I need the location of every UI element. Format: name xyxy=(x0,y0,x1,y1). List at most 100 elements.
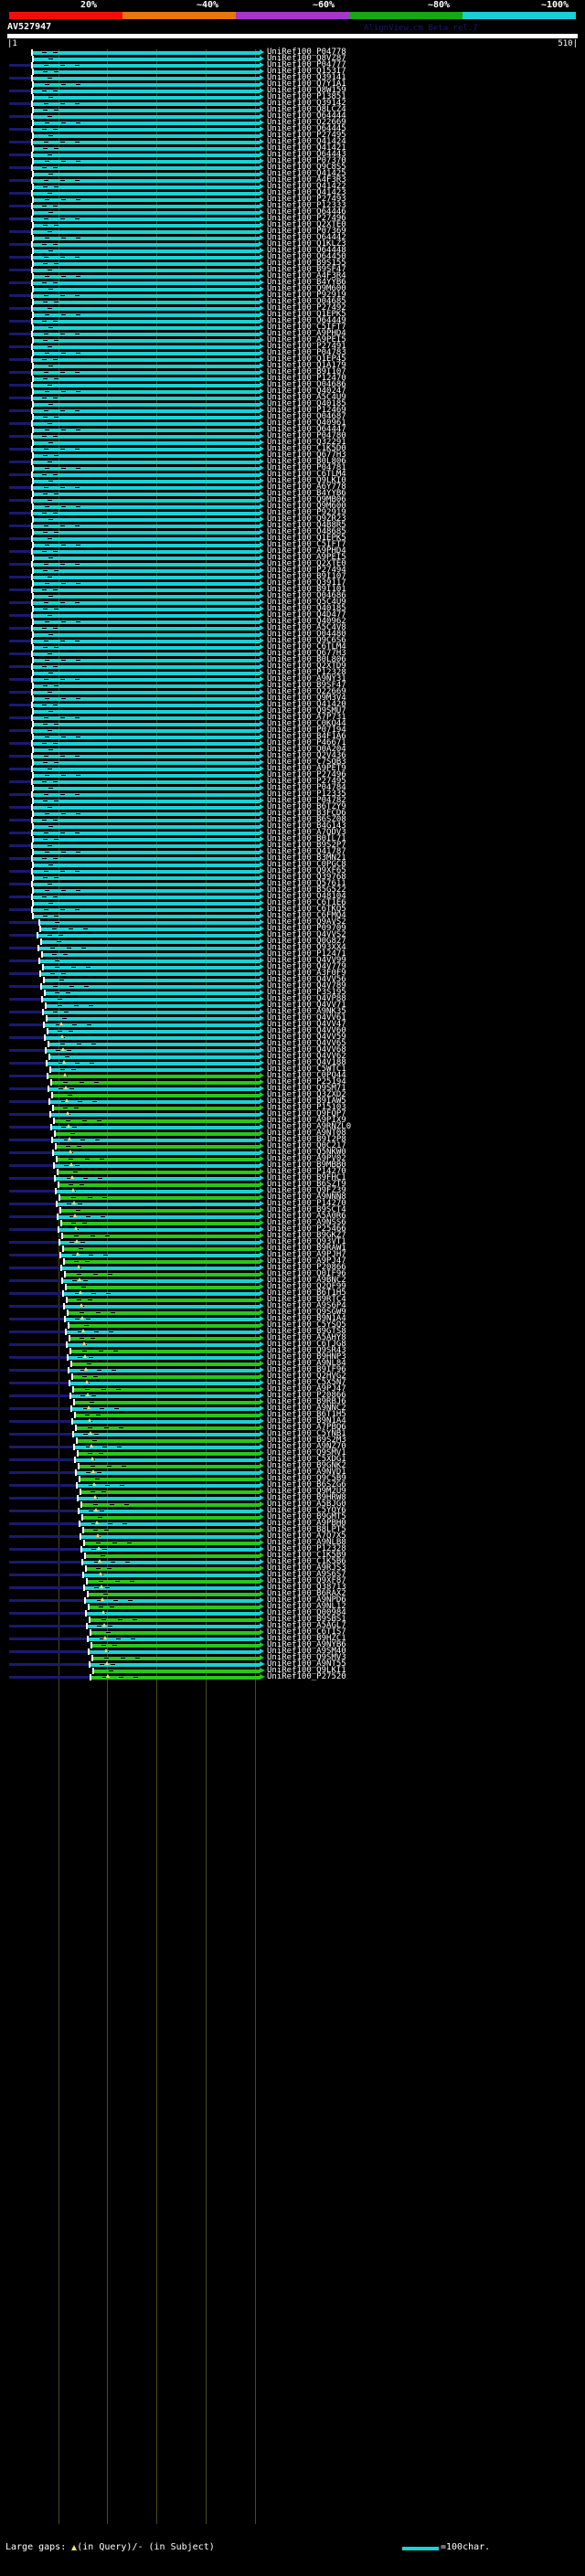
hsp-bar[interactable] xyxy=(33,614,260,618)
hit-row[interactable]: UniRef100_Q1KLZ3 xyxy=(0,240,585,249)
hit-label[interactable]: UniRef100_Q9AVS2 xyxy=(267,917,346,927)
hsp-bar[interactable] xyxy=(77,1471,260,1475)
hit-row[interactable]: UniRef100_Q1EPK5 xyxy=(0,311,585,319)
hit-row[interactable]: UniRef100_A9NK35 xyxy=(0,1008,585,1016)
hsp-bar[interactable] xyxy=(79,1452,260,1456)
hit-label[interactable]: UniRef100_B9GTS8 xyxy=(267,1327,346,1336)
hsp-bar[interactable] xyxy=(33,473,260,477)
hit-row[interactable]: UniRef100_B9IAW5 xyxy=(0,1097,585,1106)
hit-label[interactable]: UniRef100_B9S2M3 xyxy=(267,1436,346,1445)
hit-label[interactable]: UniRef100_Q4B8R5 xyxy=(267,521,346,530)
hsp-bar[interactable] xyxy=(34,774,260,778)
hit-label[interactable]: UniRef100_O64443 xyxy=(267,150,346,159)
hit-row[interactable]: UniRef100_C5IFT7 xyxy=(0,323,585,332)
hit-label[interactable]: UniRef100_C5YSQ5 xyxy=(267,1320,346,1330)
hsp-bar[interactable] xyxy=(34,403,260,407)
hit-row[interactable]: UniRef100_A9RJS3 xyxy=(0,1564,585,1573)
hsp-bar[interactable] xyxy=(91,1676,260,1680)
hit-row[interactable]: UniRef100_A5AGL7 xyxy=(0,1621,585,1630)
hsp-bar[interactable] xyxy=(34,441,260,445)
hit-label[interactable]: UniRef100_A9NY31 xyxy=(267,674,346,684)
hit-label[interactable]: UniRef100_Q9XF65 xyxy=(267,866,346,875)
hit-row[interactable]: UniRef100_P09709 xyxy=(0,924,585,933)
hsp-bar[interactable] xyxy=(34,122,260,125)
hit-label[interactable]: UniRef100_B9N1A4 xyxy=(267,1416,346,1426)
hit-row[interactable]: UniRef100_B9SBS1 xyxy=(0,1616,585,1624)
hit-row[interactable]: UniRef100_Q39141 xyxy=(0,74,585,82)
hit-row[interactable]: UniRef100_P14270 xyxy=(0,1200,585,1208)
hit-row[interactable]: UniRef100_Q9ZR23 xyxy=(0,515,585,524)
hsp-bar[interactable] xyxy=(33,128,260,132)
hit-label[interactable]: UniRef100_B9RBJ6 xyxy=(267,1397,346,1406)
hit-label[interactable]: UniRef100_Q4VV56 xyxy=(267,975,346,984)
hsp-bar[interactable] xyxy=(33,243,259,247)
hsp-bar[interactable] xyxy=(61,1254,260,1257)
hit-label[interactable]: UniRef100_Q9M3V4 xyxy=(267,694,346,703)
hit-label[interactable]: UniRef100_B6T1H5 xyxy=(267,1410,346,1419)
hsp-bar[interactable] xyxy=(80,1465,260,1468)
hit-label[interactable]: UniRef100_O64447 xyxy=(267,425,346,434)
hit-row[interactable]: UniRef100_A5C4U9 xyxy=(0,394,585,402)
hit-label[interactable]: UniRef100_P07194 xyxy=(267,726,346,735)
hit-row[interactable]: UniRef100_B9SCT4 xyxy=(0,1206,585,1214)
hit-label[interactable]: UniRef100_C7SQB3 xyxy=(267,758,346,767)
hit-row[interactable]: UniRef100_B3FCD6 xyxy=(0,810,585,818)
hit-label[interactable]: UniRef100_P92919 xyxy=(267,508,346,517)
hit-label[interactable]: UniRef100_B9I101 xyxy=(267,585,346,594)
hit-label[interactable]: UniRef100_A5BJG0 xyxy=(267,1500,346,1509)
hsp-bar[interactable] xyxy=(81,1490,260,1494)
hit-label[interactable]: UniRef100_Q39117 xyxy=(267,578,346,588)
hit-label[interactable]: UniRef100_C5X5N7 xyxy=(267,1378,346,1387)
hsp-bar[interactable] xyxy=(85,1542,260,1545)
hit-label[interactable]: UniRef100_B9S2P7 xyxy=(267,841,346,850)
hit-row[interactable]: UniRef100_P27492 xyxy=(0,304,585,313)
hit-row[interactable]: UniRef100_Q40185 xyxy=(0,605,585,613)
hit-row[interactable]: UniRef100_P12469 xyxy=(0,407,585,415)
hsp-bar[interactable] xyxy=(33,102,260,106)
hit-label[interactable]: UniRef100_Q9C5B9 xyxy=(267,1474,346,1483)
hit-row[interactable]: UniRef100_P04780 xyxy=(0,432,585,440)
hit-label[interactable]: UniRef100_A5AGL7 xyxy=(267,1621,346,1630)
hsp-bar[interactable] xyxy=(52,1081,260,1085)
hsp-bar[interactable] xyxy=(93,1657,260,1660)
hit-row[interactable]: UniRef100_O64444 xyxy=(0,112,585,121)
hit-row[interactable]: UniRef100_Q40185 xyxy=(0,400,585,408)
hit-label[interactable]: UniRef100_A9NL12 xyxy=(267,1602,346,1611)
hit-label[interactable]: UniRef100_B9SF47 xyxy=(267,681,346,690)
hit-label[interactable]: UniRef100_B6T1H5 xyxy=(267,1288,346,1298)
hit-label[interactable]: UniRef100_O04685 xyxy=(267,297,346,306)
hit-label[interactable]: UniRef100_P09709 xyxy=(267,924,346,933)
hsp-bar[interactable] xyxy=(33,205,260,208)
hit-label[interactable]: UniRef100_P12471 xyxy=(267,949,346,959)
hit-row[interactable]: UniRef100_O64449 xyxy=(0,317,585,325)
hsp-bar[interactable] xyxy=(33,397,260,400)
hsp-bar[interactable] xyxy=(61,1209,260,1213)
hsp-bar[interactable] xyxy=(75,1446,260,1449)
hit-row[interactable]: UniRef100_A9PV02 xyxy=(0,1155,585,1163)
hsp-bar[interactable] xyxy=(80,1522,260,1526)
hsp-bar[interactable] xyxy=(82,1503,260,1507)
hit-row[interactable]: UniRef100_Q39768 xyxy=(0,874,585,882)
hit-row[interactable]: UniRef100_P12333 xyxy=(0,202,585,210)
hsp-bar[interactable] xyxy=(66,1318,260,1321)
hit-row[interactable]: UniRef100_P92919 xyxy=(0,292,585,300)
hit-row[interactable]: UniRef100_P15103 xyxy=(0,1104,585,1112)
hsp-bar[interactable] xyxy=(59,1183,260,1187)
hit-label[interactable]: UniRef100_Q2HVG2 xyxy=(267,1372,346,1381)
hit-row[interactable]: UniRef100_C5X5N7 xyxy=(0,1378,585,1387)
hsp-bar[interactable] xyxy=(39,947,260,950)
hit-label[interactable]: UniRef100_Q4VV60 xyxy=(267,1026,346,1035)
hit-label[interactable]: UniRef100_C6TJG8 xyxy=(267,1340,346,1349)
hit-label[interactable]: UniRef100_B9I107 xyxy=(267,367,346,376)
hsp-bar[interactable] xyxy=(41,972,260,976)
hsp-bar[interactable] xyxy=(34,147,260,151)
hsp-bar[interactable] xyxy=(33,448,260,451)
hsp-bar[interactable] xyxy=(85,1586,260,1590)
hsp-bar[interactable] xyxy=(34,569,260,573)
hit-row[interactable]: UniRef100_Q4VV99 xyxy=(0,957,585,965)
hsp-bar[interactable] xyxy=(34,390,260,394)
hit-row[interactable]: UniRef100_O22669 xyxy=(0,688,585,696)
hit-label[interactable]: UniRef100_A6Y778 xyxy=(267,482,346,492)
hsp-bar[interactable] xyxy=(33,806,260,810)
hit-row[interactable]: UniRef100_B9I107 xyxy=(0,573,585,581)
